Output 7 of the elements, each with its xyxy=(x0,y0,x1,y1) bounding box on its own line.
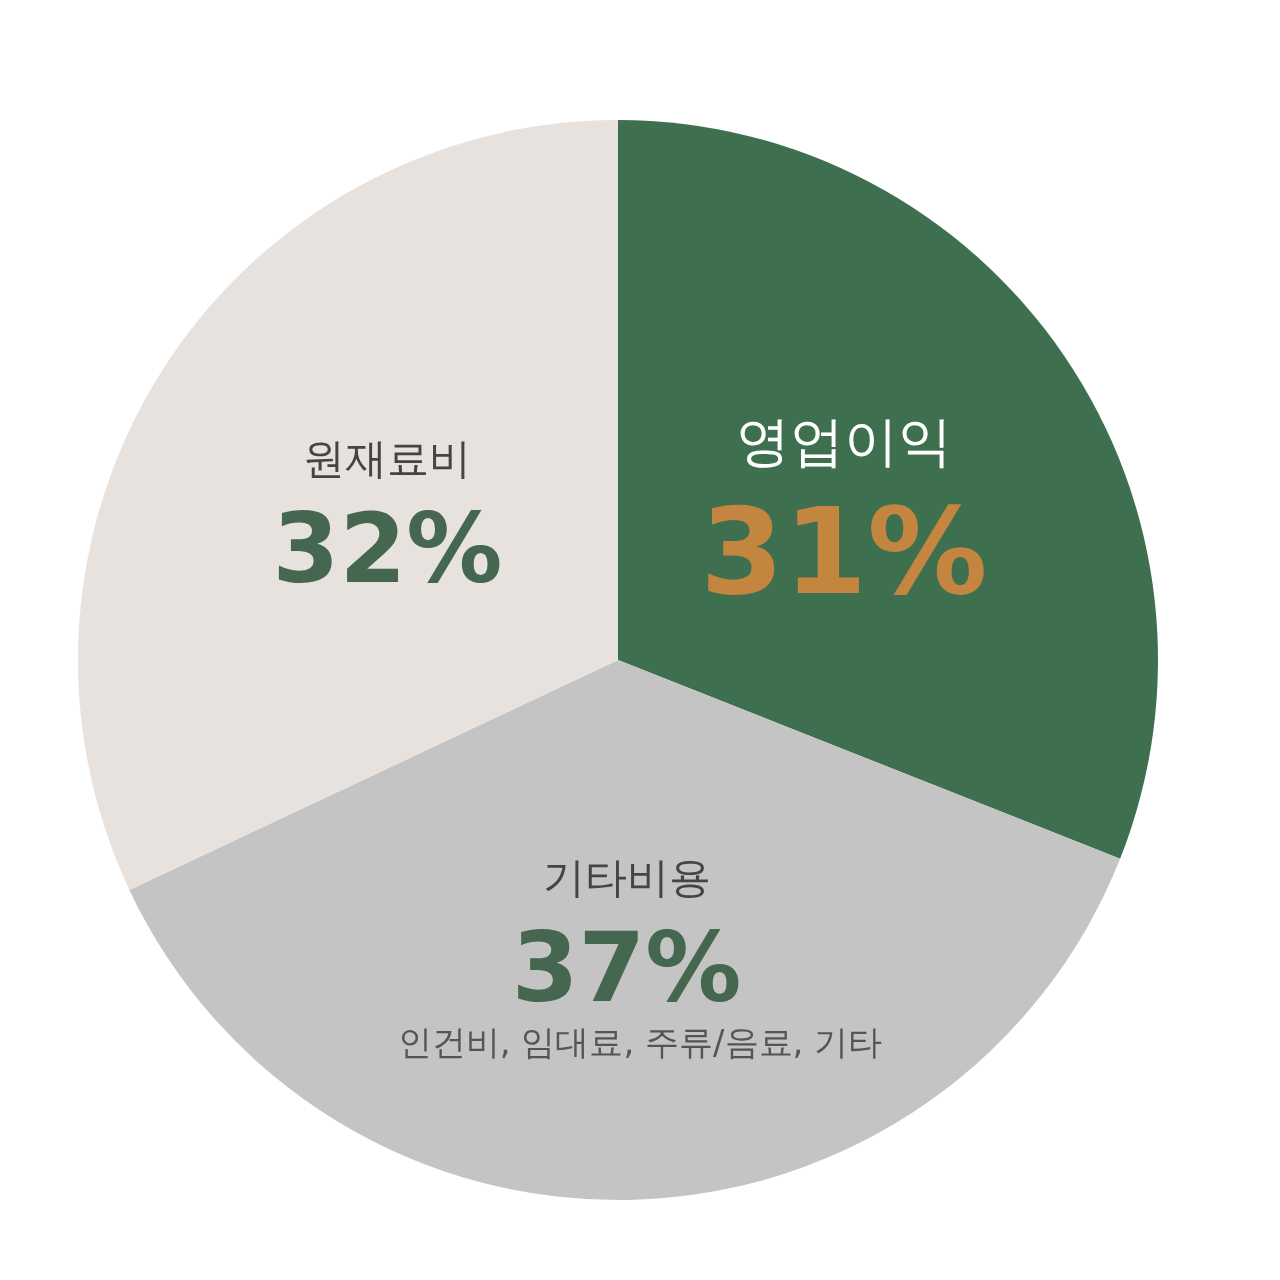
text: 인건비, 임대료, 주류/음료, 기타 xyxy=(397,1022,883,1062)
slice-label: 기타비용 xyxy=(542,853,711,903)
data-label: 37% xyxy=(511,911,742,1024)
data-label: 31% xyxy=(700,482,988,622)
data-label: 32% xyxy=(272,492,503,605)
slice-label: 원재료비 xyxy=(303,434,472,484)
slice-label: 영업이익 xyxy=(735,410,952,474)
